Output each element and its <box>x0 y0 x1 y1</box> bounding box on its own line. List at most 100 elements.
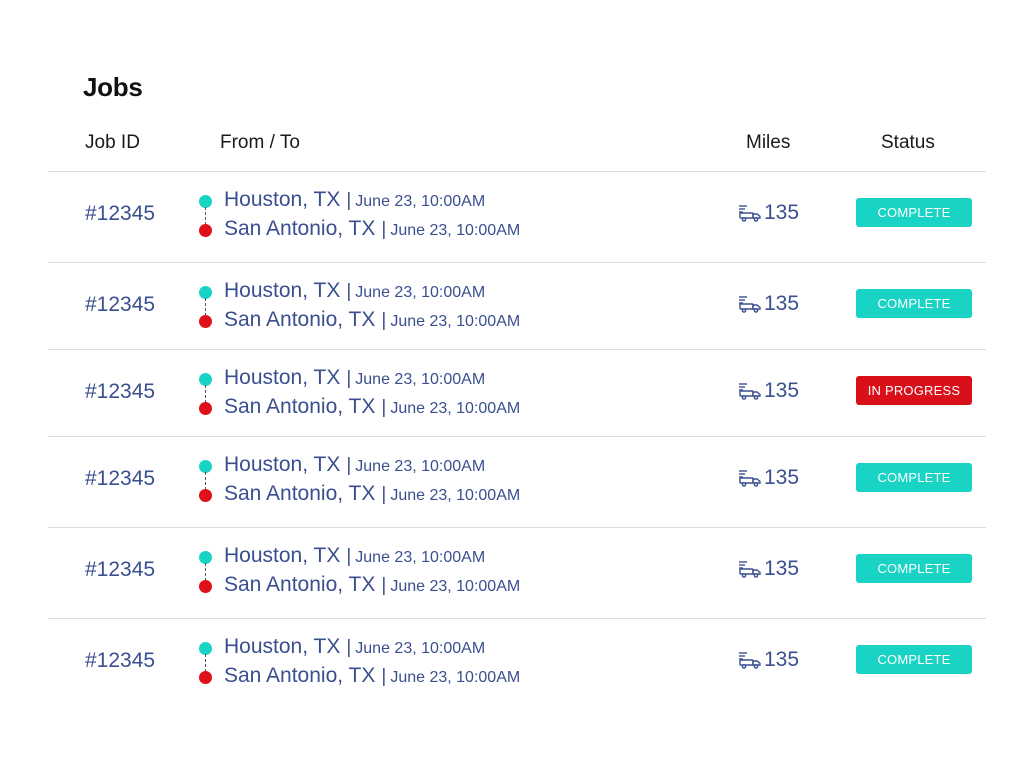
column-header-job-id[interactable]: Job ID <box>85 132 140 153</box>
origin: Houston, TX | June 23, 10:00AM <box>224 188 485 212</box>
destination-time: June 23, 10:00AM <box>390 222 521 239</box>
origin-city: Houston, TX <box>224 279 341 302</box>
separator: | <box>381 397 387 418</box>
miles: 135 <box>738 647 799 673</box>
miles-value: 135 <box>764 292 800 315</box>
route: Houston, TX | June 23, 10:00AM San Antonio… <box>198 452 578 510</box>
job-id[interactable]: #12345 <box>85 202 156 225</box>
destination: San Antonio, TX | June 23, 10:00AM <box>224 217 520 241</box>
separator: | <box>346 368 352 389</box>
miles-value: 135 <box>764 466 800 489</box>
destination-dot-icon <box>199 224 212 237</box>
miles: 135 <box>738 378 799 404</box>
destination-time: June 23, 10:00AM <box>390 669 521 686</box>
destination-dot-icon <box>199 402 212 415</box>
separator: | <box>381 666 387 687</box>
status-badge: COMPLETE <box>856 554 972 583</box>
origin-dot-icon <box>199 373 212 386</box>
separator: | <box>381 484 387 505</box>
column-header-from-to[interactable]: From / To <box>220 132 300 153</box>
origin-dot-icon <box>199 551 212 564</box>
table-row[interactable]: #12345 Houston, TX | June 23, 10:00AM San … <box>48 172 986 263</box>
miles: 135 <box>738 200 799 226</box>
origin-time: June 23, 10:00AM <box>355 549 486 566</box>
truck-icon <box>739 652 761 669</box>
origin-dot-icon <box>199 286 212 299</box>
destination-dot-icon <box>199 580 212 593</box>
origin-city: Houston, TX <box>224 635 341 658</box>
origin: Houston, TX | June 23, 10:00AM <box>224 279 485 303</box>
origin-city: Houston, TX <box>224 544 341 567</box>
destination-dot-icon <box>199 315 212 328</box>
destination: San Antonio, TX | June 23, 10:00AM <box>224 482 520 506</box>
separator: | <box>381 219 387 240</box>
route: Houston, TX | June 23, 10:00AM San Antonio… <box>198 365 578 423</box>
truck-icon <box>739 470 761 487</box>
origin: Houston, TX | June 23, 10:00AM <box>224 453 485 477</box>
job-id[interactable]: #12345 <box>85 380 156 403</box>
miles: 135 <box>738 465 799 491</box>
separator: | <box>346 190 352 211</box>
miles-value: 135 <box>764 648 800 671</box>
destination-time: June 23, 10:00AM <box>390 578 521 595</box>
miles-value: 135 <box>764 557 800 580</box>
job-id[interactable]: #12345 <box>85 558 156 581</box>
table-row[interactable]: #12345 Houston, TX | June 23, 10:00AM San … <box>48 619 986 710</box>
column-header-status[interactable]: Status <box>881 132 935 153</box>
route-connector <box>205 654 206 672</box>
origin-city: Houston, TX <box>224 188 341 211</box>
status-badge: COMPLETE <box>856 463 972 492</box>
route-connector <box>205 472 206 490</box>
destination: San Antonio, TX | June 23, 10:00AM <box>224 573 520 597</box>
separator: | <box>346 546 352 567</box>
destination: San Antonio, TX | June 23, 10:00AM <box>224 395 520 419</box>
destination-city: San Antonio, TX <box>224 573 376 596</box>
miles: 135 <box>738 291 799 317</box>
status-badge: COMPLETE <box>856 198 972 227</box>
jobs-table-body: #12345 Houston, TX | June 23, 10:00AM San … <box>48 172 986 710</box>
job-id[interactable]: #12345 <box>85 293 156 316</box>
route: Houston, TX | June 23, 10:00AM San Antonio… <box>198 187 578 245</box>
route-connector <box>205 298 206 316</box>
table-row[interactable]: #12345 Houston, TX | June 23, 10:00AM San … <box>48 263 986 350</box>
status-badge: COMPLETE <box>856 289 972 318</box>
truck-icon <box>739 205 761 222</box>
separator: | <box>346 281 352 302</box>
origin-dot-icon <box>199 642 212 655</box>
origin-city: Houston, TX <box>224 366 341 389</box>
route: Houston, TX | June 23, 10:00AM San Antonio… <box>198 543 578 601</box>
origin-time: June 23, 10:00AM <box>355 193 486 210</box>
table-row[interactable]: #12345 Houston, TX | June 23, 10:00AM San … <box>48 528 986 619</box>
table-row[interactable]: #12345 Houston, TX | June 23, 10:00AM San … <box>48 350 986 437</box>
origin-time: June 23, 10:00AM <box>355 458 486 475</box>
destination-city: San Antonio, TX <box>224 308 376 331</box>
destination-city: San Antonio, TX <box>224 395 376 418</box>
destination: San Antonio, TX | June 23, 10:00AM <box>224 308 520 332</box>
destination-time: June 23, 10:00AM <box>390 487 521 504</box>
miles-value: 135 <box>764 201 800 224</box>
destination-city: San Antonio, TX <box>224 217 376 240</box>
origin: Houston, TX | June 23, 10:00AM <box>224 544 485 568</box>
separator: | <box>346 455 352 476</box>
origin-time: June 23, 10:00AM <box>355 371 486 388</box>
destination-city: San Antonio, TX <box>224 482 376 505</box>
origin-time: June 23, 10:00AM <box>355 640 486 657</box>
origin: Houston, TX | June 23, 10:00AM <box>224 366 485 390</box>
origin-dot-icon <box>199 460 212 473</box>
status-badge: IN PROGRESS <box>856 376 972 405</box>
separator: | <box>381 310 387 331</box>
route: Houston, TX | June 23, 10:00AM San Antonio… <box>198 634 578 692</box>
miles-value: 135 <box>764 379 800 402</box>
column-header-miles[interactable]: Miles <box>746 132 791 153</box>
truck-icon <box>739 561 761 578</box>
route-connector <box>205 207 206 225</box>
job-id[interactable]: #12345 <box>85 467 156 490</box>
job-id[interactable]: #12345 <box>85 649 156 672</box>
separator: | <box>381 575 387 596</box>
status-badge: COMPLETE <box>856 645 972 674</box>
table-row[interactable]: #12345 Houston, TX | June 23, 10:00AM San … <box>48 437 986 528</box>
destination-time: June 23, 10:00AM <box>390 400 521 417</box>
route: Houston, TX | June 23, 10:00AM San Antonio… <box>198 278 578 336</box>
destination: San Antonio, TX | June 23, 10:00AM <box>224 664 520 688</box>
